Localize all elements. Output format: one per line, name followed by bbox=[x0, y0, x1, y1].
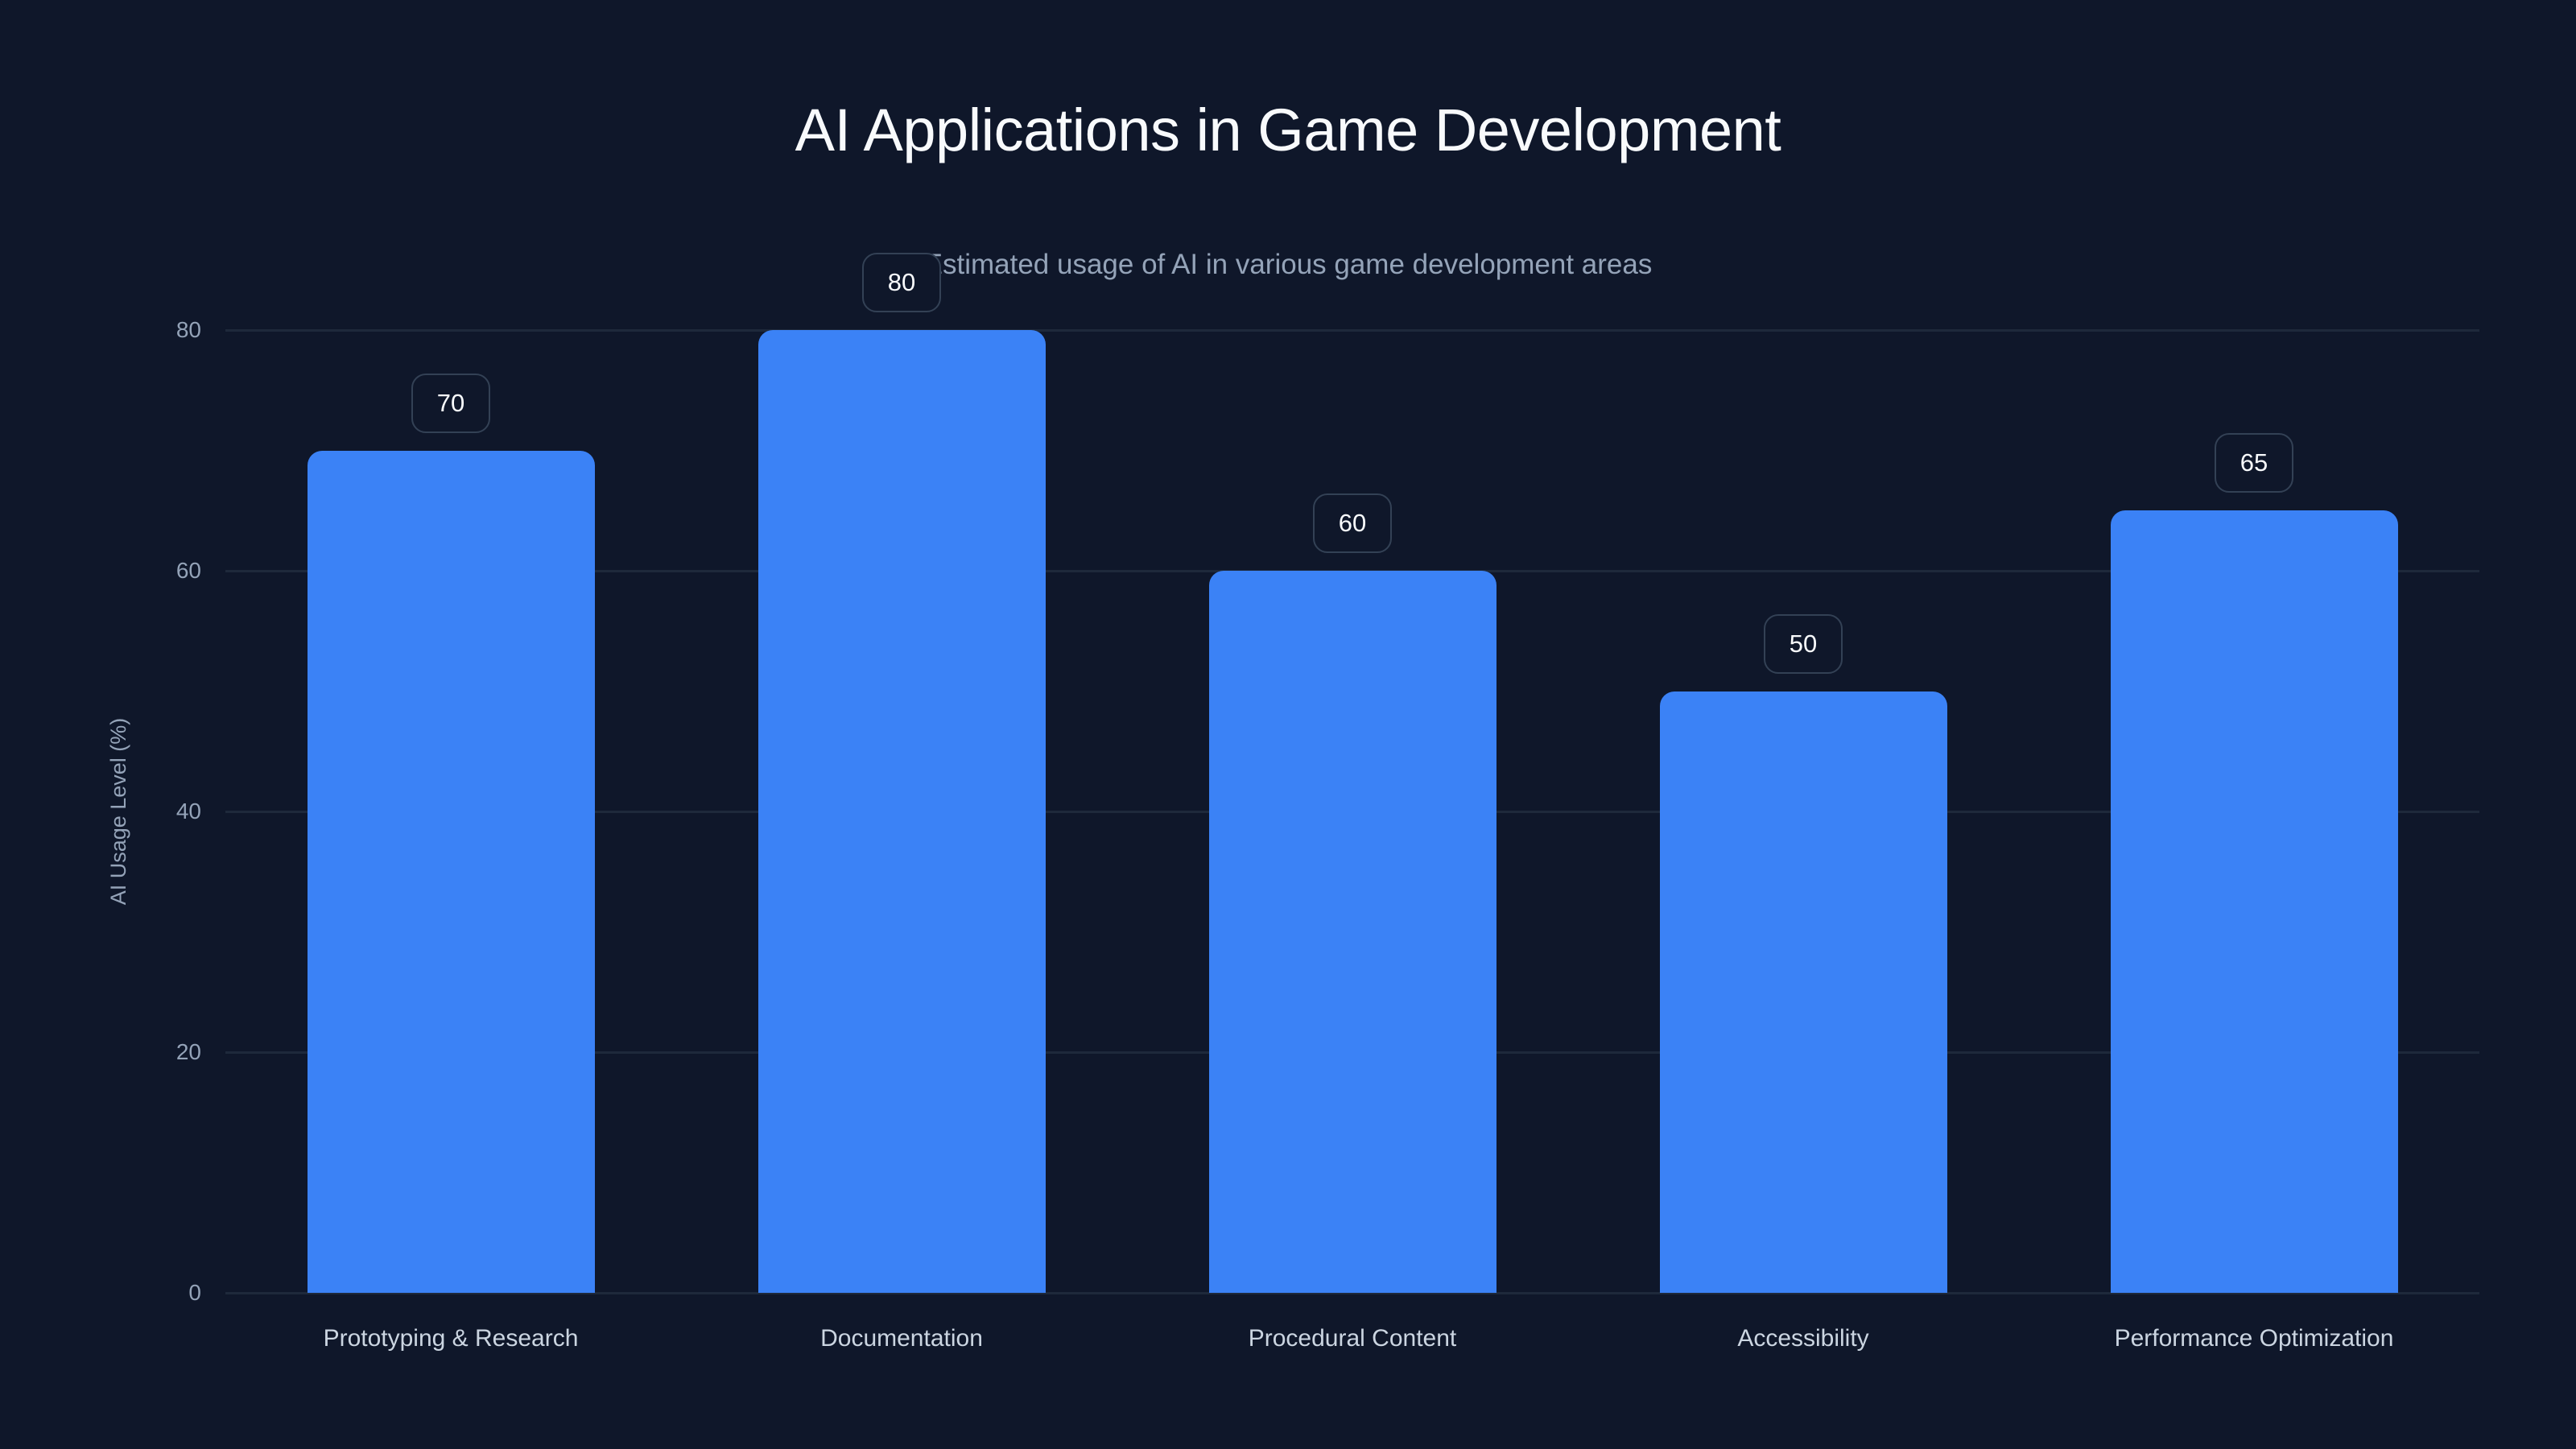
chart-title: AI Applications in Game Development bbox=[795, 97, 1781, 163]
y-tick-label: 80 bbox=[175, 317, 201, 342]
x-tick-label: Performance Optimization bbox=[2114, 1325, 2394, 1352]
value-label: 80 bbox=[862, 253, 941, 312]
bar[interactable] bbox=[2110, 510, 2398, 1293]
y-tick-label: 40 bbox=[175, 799, 201, 824]
value-label: 60 bbox=[1313, 493, 1392, 553]
y-tick-label: 0 bbox=[188, 1280, 201, 1305]
x-tick-label: Accessibility bbox=[1737, 1325, 1869, 1352]
gridline bbox=[225, 1292, 2479, 1294]
bar[interactable] bbox=[758, 330, 1046, 1293]
bar[interactable] bbox=[307, 450, 595, 1293]
plot-area: 0 20 40 60 80 bbox=[176, 317, 2479, 1305]
chart-subtitle: Estimated usage of AI in various game de… bbox=[923, 249, 1653, 280]
y-tick-label: 20 bbox=[175, 1039, 201, 1064]
x-tick-label: Documentation bbox=[820, 1325, 983, 1352]
bar[interactable] bbox=[1659, 691, 1947, 1293]
bar[interactable] bbox=[1208, 571, 1496, 1293]
value-label: 70 bbox=[411, 373, 490, 433]
x-tick-label: Procedural Content bbox=[1248, 1325, 1457, 1352]
x-tick-label: Prototyping & Research bbox=[323, 1325, 579, 1352]
y-axis-label: AI Usage Level (%) bbox=[106, 717, 130, 906]
value-label: 65 bbox=[2215, 433, 2293, 493]
y-tick-label: 60 bbox=[175, 558, 201, 583]
gridline bbox=[225, 329, 2479, 332]
value-label: 50 bbox=[1764, 613, 1843, 674]
